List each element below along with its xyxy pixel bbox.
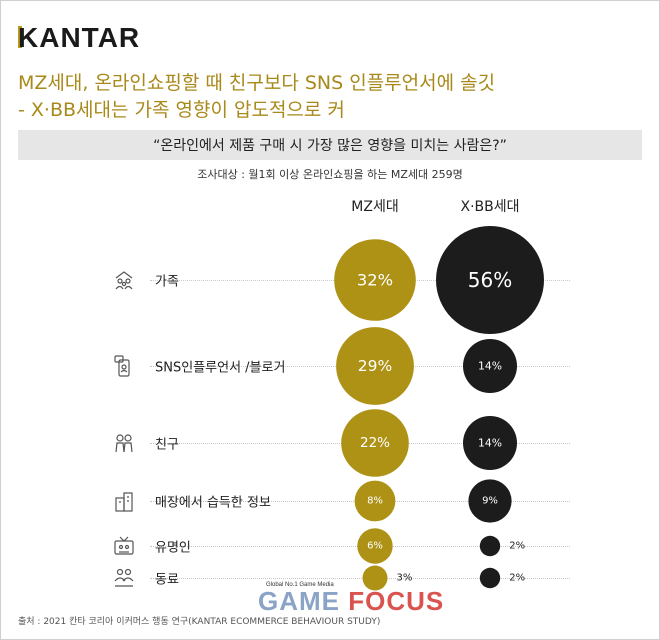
chart-subtitle-line: - X·BB세대는 가족 영향이 압도적으로 커 bbox=[18, 99, 345, 121]
watermark-game: GAME bbox=[258, 586, 340, 616]
chart-title: MZ세대, 온라인쇼핑할 때 친구보다 SNS 인플루언서에 솔깃 bbox=[18, 72, 496, 94]
bubble-xbb bbox=[479, 567, 501, 589]
bubble-mz bbox=[357, 528, 393, 564]
watermark-logo: GAME FOCUS bbox=[258, 588, 444, 614]
bubble-xbb bbox=[463, 339, 517, 393]
bubble-value-label: 6% bbox=[367, 541, 383, 552]
question-banner: “온라인에서 제품 구매 시 가장 많은 영향을 미치는 사람은?” bbox=[18, 130, 642, 160]
category-label: 가족 bbox=[155, 274, 179, 290]
bubble-value-label: 14% bbox=[478, 360, 502, 373]
friends-icon bbox=[113, 432, 135, 454]
store-icon bbox=[113, 490, 135, 512]
coworker-icon bbox=[113, 567, 135, 589]
bubble-value-label: 2% bbox=[509, 541, 525, 552]
bubble-value-label: 2% bbox=[509, 573, 525, 584]
bubble-value-label: 56% bbox=[468, 268, 512, 292]
bubble-mz bbox=[341, 409, 409, 477]
bubble-mz bbox=[362, 565, 388, 591]
bubble-xbb bbox=[479, 535, 501, 557]
bubble-value-label: 14% bbox=[478, 437, 502, 450]
bubble-value-label: 32% bbox=[357, 271, 393, 290]
bubble-value-label: 3% bbox=[396, 573, 412, 584]
tv-celebrity-icon bbox=[113, 535, 135, 557]
brand-accent-bar bbox=[18, 26, 22, 48]
bubble-mz bbox=[334, 239, 416, 321]
question-text: “온라인에서 제품 구매 시 가장 많은 영향을 미치는 사람은?” bbox=[153, 138, 507, 154]
watermark-tagline: Global No.1 Game Media bbox=[266, 582, 334, 588]
family-icon bbox=[113, 269, 135, 291]
bubble-xbb bbox=[463, 416, 517, 470]
column-header-mz: MZ세대 bbox=[351, 199, 399, 215]
bubble-xbb bbox=[468, 479, 512, 523]
watermark: Global No.1 Game Media GAME FOCUS bbox=[258, 582, 444, 614]
category-label: 친구 bbox=[155, 437, 179, 453]
bubble-value-label: 22% bbox=[360, 435, 390, 451]
survey-target-note: 조사대상 : 월1회 이상 온라인쇼핑을 하는 MZ세대 259명 bbox=[197, 168, 463, 181]
brand-logo: KANTAR bbox=[18, 22, 141, 53]
bubble-value-label: 9% bbox=[482, 496, 498, 507]
category-label: 유명인 bbox=[155, 540, 191, 556]
watermark-focus: FOCUS bbox=[348, 586, 445, 616]
category-label: 매장에서 습득한 정보 bbox=[155, 495, 271, 511]
bubble-mz bbox=[354, 480, 396, 522]
category-label: SNS인플루언서 /블로거 bbox=[155, 360, 286, 376]
bubble-mz bbox=[336, 327, 414, 405]
row-guide-line bbox=[150, 578, 570, 579]
source-footnote: 출처 : 2021 칸타 코리아 이커머스 행동 연구(KANTAR ECOMM… bbox=[18, 617, 381, 627]
sns-phone-icon bbox=[113, 355, 135, 377]
column-header-xbb: X·BB세대 bbox=[460, 199, 520, 215]
category-label: 동료 bbox=[155, 572, 179, 588]
bubble-value-label: 8% bbox=[367, 496, 383, 507]
bubble-value-label: 29% bbox=[358, 357, 392, 375]
bubble-xbb bbox=[436, 226, 544, 334]
